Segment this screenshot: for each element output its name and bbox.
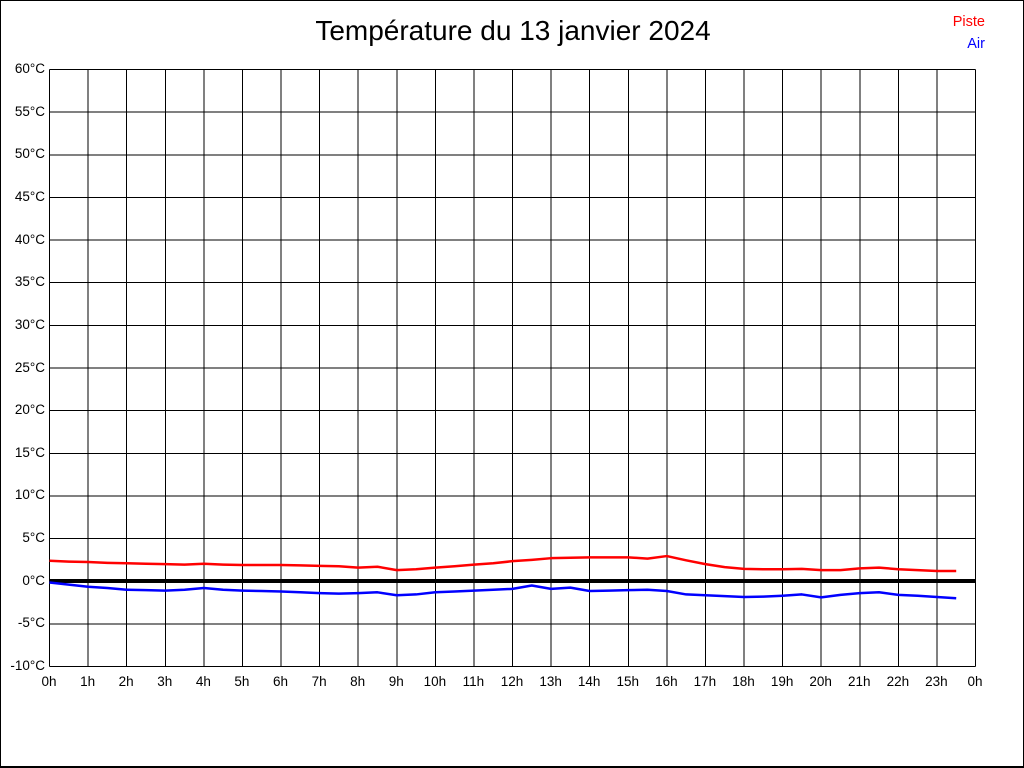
y-tick-label: 60°C — [14, 61, 45, 76]
x-tick-label: 17h — [693, 674, 717, 689]
plot-area — [49, 69, 976, 667]
legend-item-air: Air — [967, 36, 985, 52]
legend: Piste Air — [953, 11, 985, 55]
x-tick-label: 5h — [234, 674, 250, 689]
y-tick-label: 30°C — [14, 316, 45, 332]
x-tick-label: 7h — [311, 674, 327, 689]
x-tick-label: 16h — [655, 674, 678, 689]
y-tick-label: 40°C — [14, 231, 45, 247]
x-tick-label: 21h — [847, 674, 871, 689]
series-line-air — [49, 581, 957, 600]
chart-title: Température du 13 janvier 2024 — [315, 15, 711, 46]
y-tick-label: 45°C — [14, 188, 45, 204]
x-tick-label: 19h — [770, 674, 794, 689]
x-tick-label: 23h — [925, 674, 948, 689]
x-tick-label: 8h — [350, 674, 366, 689]
y-tick-label: 0°C — [22, 572, 45, 588]
y-tick-label: 10°C — [14, 487, 45, 503]
y-tick-label: 25°C — [14, 359, 45, 375]
y-tick-label: -10°C — [10, 658, 45, 673]
y-tick-label: 15°C — [14, 444, 45, 460]
series-line-piste — [49, 554, 957, 573]
x-tick-label: 14h — [577, 674, 601, 689]
x-tick-label: 10h — [423, 674, 447, 689]
x-tick-label: 13h — [539, 674, 562, 689]
x-tick-label: 18h — [732, 674, 755, 689]
y-tick-label: 35°C — [14, 274, 45, 290]
x-tick-label: 3h — [157, 674, 173, 689]
y-tick-label: 50°C — [14, 146, 45, 162]
x-tick-label: 11h — [462, 674, 485, 689]
x-tick-label: 0h — [41, 674, 57, 689]
x-tick-label: 12h — [500, 674, 524, 689]
x-tick-label: 4h — [195, 674, 211, 689]
y-tick-label: 20°C — [14, 402, 45, 418]
x-tick-label: 15h — [616, 674, 640, 689]
legend-item-piste: Piste — [952, 14, 985, 30]
chart-canvas — [49, 69, 976, 667]
y-tick-label: -5°C — [17, 615, 45, 631]
x-tick-label: 2h — [118, 674, 134, 689]
x-tick-label: 20h — [809, 674, 832, 689]
y-tick-label: 5°C — [22, 530, 45, 546]
x-tick-label: 1h — [80, 674, 96, 689]
x-tick-label: 6h — [272, 674, 289, 689]
x-tick-label: 9h — [388, 674, 404, 689]
x-tick-label: 0h — [967, 674, 983, 689]
y-tick-label: 55°C — [14, 103, 45, 119]
x-tick-label: 22h — [886, 674, 910, 689]
